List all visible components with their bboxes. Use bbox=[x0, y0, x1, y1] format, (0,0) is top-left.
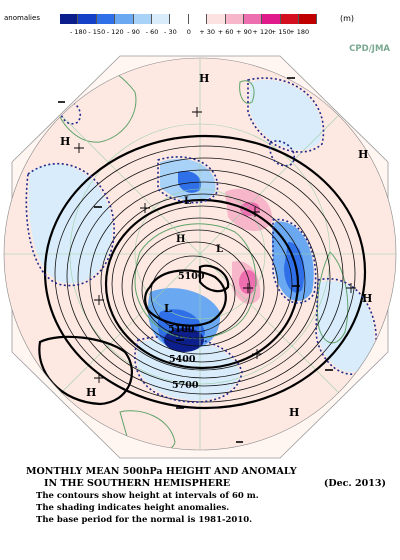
zero-anomaly-left bbox=[25, 163, 115, 287]
legend-swatch bbox=[170, 14, 189, 24]
legend-swatch bbox=[60, 14, 79, 24]
contour-ring bbox=[111, 205, 293, 363]
coastline-africa bbox=[119, 410, 176, 450]
plus-marker bbox=[94, 373, 104, 383]
plus-marker bbox=[252, 349, 262, 359]
label-high: H bbox=[362, 292, 372, 305]
zero-anomaly-north bbox=[157, 156, 219, 204]
label-low: L bbox=[164, 302, 172, 315]
caption-subtitle: IN THE SOUTHERN HEMISPHERE bbox=[44, 478, 231, 489]
caption-note-contours: The contours show height at intervals of… bbox=[36, 491, 259, 501]
coastline-nz bbox=[239, 80, 255, 104]
caption-note-shading: The shading indicates height anomalies. bbox=[36, 503, 230, 513]
legend-tick-label: - 150 bbox=[88, 28, 106, 36]
contour-ring bbox=[66, 157, 344, 395]
legend-swatch bbox=[299, 14, 318, 24]
label-high: H bbox=[176, 234, 185, 245]
label-high: H bbox=[358, 148, 368, 161]
contour-ring bbox=[150, 255, 236, 333]
contour-ring bbox=[54, 145, 356, 403]
legend-swatch bbox=[280, 14, 300, 24]
zero-anomaly-bottom bbox=[134, 335, 243, 403]
label-low: L bbox=[184, 196, 191, 207]
contour-label-5700: 5700 bbox=[172, 380, 199, 391]
caption-date: (Dec. 2013) bbox=[323, 478, 386, 489]
contour-ring bbox=[141, 241, 251, 339]
contour-bold-5400 bbox=[104, 198, 300, 370]
caption-subtitle-row: IN THE SOUTHERN HEMISPHERE (Dec. 2013) bbox=[26, 478, 386, 490]
legend-swatch bbox=[96, 14, 116, 24]
legend-swatch bbox=[133, 14, 152, 24]
legend-unit: (m) bbox=[340, 14, 355, 23]
legend-swatch bbox=[225, 14, 244, 24]
label-high: H bbox=[199, 72, 209, 85]
plus-marker bbox=[346, 283, 356, 293]
legend-tick-label: + 150 bbox=[270, 28, 291, 36]
contour-ring bbox=[100, 193, 306, 371]
plus-marker bbox=[192, 107, 202, 117]
zero-anomaly-topright bbox=[247, 77, 325, 153]
legend-swatch bbox=[188, 14, 208, 24]
legend-swatch bbox=[262, 14, 281, 24]
legend-swatch bbox=[207, 14, 226, 24]
polar-stereographic-map: H H H H H H H L L L 5100 5100 5400 5700 bbox=[3, 55, 397, 459]
contour-bold-5100b bbox=[198, 264, 230, 293]
contour-ring bbox=[77, 169, 331, 387]
coastline-antarctica bbox=[134, 223, 257, 339]
contour-ring bbox=[131, 229, 265, 347]
credit-label: CPD/JMA bbox=[349, 44, 390, 54]
anomaly-blue-northcore bbox=[178, 171, 202, 193]
caption-title: MONTHLY MEAN 500hPa HEIGHT AND ANOMALY bbox=[26, 466, 297, 477]
contour-label-5100: 5100 bbox=[178, 271, 205, 282]
legend-tick-label: + 90 bbox=[236, 28, 252, 36]
anomaly-negative-topright bbox=[250, 80, 322, 151]
plus-marker bbox=[94, 295, 104, 305]
legend-tick-label: - 180 bbox=[69, 28, 87, 36]
legend-tick-label: 0 bbox=[186, 28, 191, 36]
legend-tick-label: - 60 bbox=[145, 28, 159, 36]
label-high: H bbox=[60, 135, 70, 148]
legend-swatch bbox=[243, 14, 263, 24]
label-high: H bbox=[86, 386, 96, 399]
label-high: H bbox=[289, 406, 299, 419]
caption-note-base: The base period for the normal is 1981-2… bbox=[36, 515, 253, 525]
legend-swatch bbox=[151, 14, 171, 24]
zero-anomaly-east bbox=[272, 218, 317, 304]
legend-swatch bbox=[115, 14, 134, 24]
contour-bold-5700 bbox=[43, 134, 367, 410]
plus-marker bbox=[250, 207, 260, 217]
caption: MONTHLY MEAN 500hPa HEIGHT AND ANOMALY I… bbox=[26, 466, 386, 526]
contour-bold-5100 bbox=[144, 269, 227, 327]
plus-marker bbox=[74, 143, 84, 153]
legend-tick-label: + 180 bbox=[289, 28, 310, 36]
label-low: L bbox=[216, 244, 223, 255]
legend-swatch bbox=[78, 14, 97, 24]
anomaly-blue-east-deep bbox=[284, 242, 305, 293]
plus-marker bbox=[243, 283, 253, 293]
legend-tick-label: - 30 bbox=[164, 28, 177, 36]
zero-anomaly-right bbox=[315, 277, 377, 375]
contour-ring bbox=[121, 217, 279, 355]
legend-tick-label: + 60 bbox=[217, 28, 234, 36]
legend-tick-label: - 90 bbox=[127, 28, 140, 36]
contour-label-5100: 5100 bbox=[168, 324, 195, 335]
legend-tick-label: - 120 bbox=[106, 28, 124, 36]
legend-tick-label: + 120 bbox=[252, 28, 273, 36]
contour-label-5400: 5400 bbox=[169, 354, 196, 365]
legend-ticks: - 180- 150- 120- 90 - 60 - 30 0 + 30 + 60 + 90… bbox=[60, 28, 336, 38]
map-boundary bbox=[3, 57, 397, 451]
plus-marker bbox=[140, 203, 150, 213]
anomaly-legend: anomalies - 180- 150- 120- 90 - 60 - 30 0 + … bbox=[0, 0, 400, 42]
legend-tick-label: + 30 bbox=[199, 28, 216, 36]
legend-label: anomalies bbox=[4, 14, 40, 22]
color-bar bbox=[60, 14, 318, 24]
